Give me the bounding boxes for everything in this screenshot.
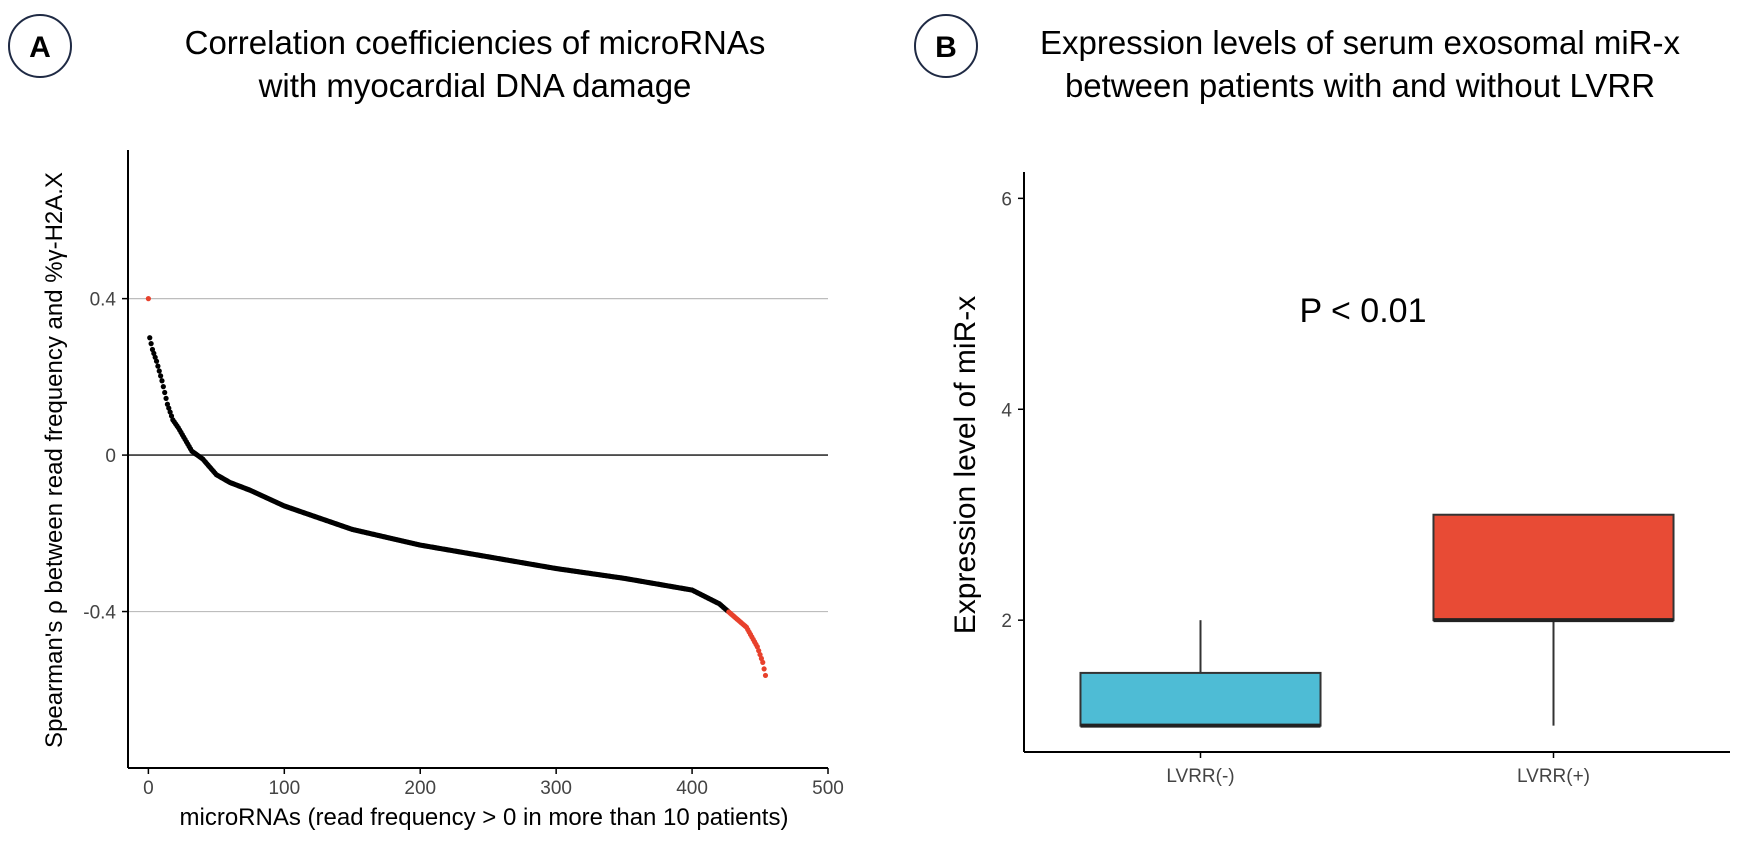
panel-a-y-tick-label: 0 — [105, 446, 116, 467]
panel-a-point-highlight — [758, 655, 765, 662]
panel-a-plot: 0.4 0 -0.4 0 100 200 300 400 500 microRNAs (rea… — [41, 150, 844, 831]
panel-a-point — [164, 401, 171, 407]
panel-a-header: A Correlation coefficiencies of microRNA… — [8, 14, 766, 104]
panel-a-point — [163, 395, 169, 401]
panel-a-point-highlight — [757, 651, 763, 658]
panel-a-gridlines — [128, 298, 828, 613]
panel-a-point-highlight — [756, 648, 762, 654]
panel-a-point — [160, 384, 166, 390]
panel-a-points — [145, 296, 769, 679]
panel-b-x-tick-label: LVRR(+) — [1517, 766, 1590, 787]
panel-a-title-line-2: with myocardial DNA damage — [258, 67, 692, 104]
panel-b-y-tick-label: 2 — [1001, 611, 1012, 632]
panel-a-y-tick-label: -0.4 — [83, 603, 116, 624]
panel-a-point — [153, 358, 160, 364]
panel-a-point — [167, 409, 173, 415]
panel-b-box-group: LVRR(-) — [1079, 620, 1322, 787]
panel-b-plot: 2 4 6 LVRR(-) LVRR(+) P < 0.01 Expression l… — [949, 172, 1730, 787]
panel-a-point — [168, 413, 175, 419]
panel-b-badge-text: B — [935, 31, 957, 64]
panel-b-x-tick-label: LVRR(-) — [1166, 766, 1234, 787]
panel-a-point-highlight — [754, 644, 760, 650]
panel-b-y-axis-label: Expression level of miR-x — [949, 296, 982, 634]
panel-b-box — [1432, 513, 1675, 622]
panel-b-header: B Expression levels of serum exosomal mi… — [914, 14, 1681, 104]
panel-a-point — [162, 389, 168, 396]
panel-a-point-highlight — [761, 666, 767, 672]
panel-a-point-highlight — [760, 659, 766, 665]
panel-a-y-ticks: 0.4 0 -0.4 — [83, 290, 128, 624]
panel-b-y-tick-label: 4 — [1001, 400, 1012, 421]
panel-a-point — [148, 341, 154, 347]
panel-a-point-highlight — [762, 672, 769, 679]
panel-a-point — [166, 405, 172, 411]
panel-a-point-highlight — [145, 296, 151, 302]
panel-a-x-tick-label: 100 — [268, 778, 300, 799]
panel-a-x-ticks: 0 100 200 300 400 500 — [143, 768, 844, 799]
panel-a-y-tick-label: 0.4 — [90, 290, 117, 311]
panel-b-title-line-2: between patients with and without LVRR — [1065, 67, 1655, 104]
panel-a-point — [149, 346, 156, 353]
panel-b-badge — [914, 14, 978, 78]
panel-a-point — [156, 368, 162, 374]
panel-b-y-ticks: 2 4 6 — [1001, 189, 1024, 632]
panel-b-box — [1079, 671, 1322, 727]
panel-b-y-tick-label: 6 — [1001, 189, 1012, 210]
panel-a-x-tick-label: 200 — [404, 778, 436, 799]
panel-a-x-tick-label: 0 — [143, 778, 154, 799]
panel-a-point — [151, 350, 157, 356]
panel-b-annotation: P < 0.01 — [1300, 292, 1427, 330]
panel-a-x-tick-label: 300 — [540, 778, 572, 799]
panel-b-title-line-1: Expression levels of serum exosomal miR-… — [1040, 24, 1681, 61]
panel-a-point — [155, 363, 161, 369]
panel-a-point — [159, 378, 165, 384]
panel-a-badge-text: A — [29, 31, 51, 64]
panel-a-x-tick-label: 400 — [676, 778, 708, 799]
panel-a-point — [152, 354, 158, 360]
panel-b-box-group: LVRR(+) — [1432, 513, 1675, 787]
panel-a-y-axis-label: Spearman's ρ between read frequency and … — [41, 172, 68, 748]
panel-b-boxes: LVRR(-) LVRR(+) — [1079, 513, 1675, 787]
panel-a-x-axis-label: microRNAs (read frequency > 0 in more th… — [180, 804, 789, 831]
panel-a-point — [158, 373, 164, 379]
panel-a-title-line-1: Correlation coefficiencies of microRNAs — [185, 24, 766, 61]
panel-a-x-tick-label: 500 — [812, 778, 844, 799]
panel-a-badge — [8, 14, 72, 78]
panel-a-point — [147, 335, 153, 341]
